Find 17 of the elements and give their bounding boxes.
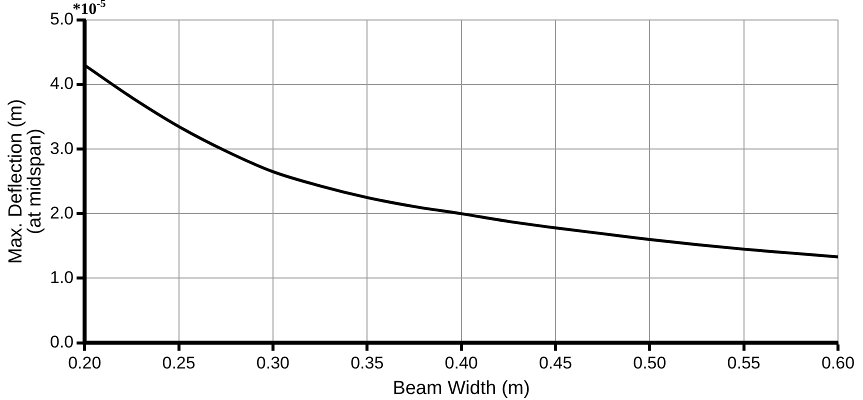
x-tick-label: 0.50 xyxy=(633,354,666,373)
x-tick-label: 0.20 xyxy=(68,354,102,373)
x-tick-label: 0.45 xyxy=(538,354,572,373)
y-tick-label: 0.0 xyxy=(50,332,74,352)
x-tick-label: 0.25 xyxy=(162,354,196,373)
x-tick-label: 0.30 xyxy=(256,354,290,373)
y-tick-label: 1.0 xyxy=(50,268,74,287)
x-tick-label: 0.35 xyxy=(350,354,384,373)
x-axis-title: Beam Width (m) xyxy=(392,378,530,399)
y-tick-label: 3.0 xyxy=(50,138,74,158)
y-tick-label: 5.0 xyxy=(50,10,74,29)
x-tick-label: 0.60 xyxy=(821,354,855,373)
x-tick-label: 0.40 xyxy=(444,354,478,373)
y-axis-title: Max. Deflection (m) (at midspan) xyxy=(6,99,46,264)
y-tick-label: 4.0 xyxy=(50,74,74,94)
x-tick-label: 0.55 xyxy=(727,354,760,373)
y-tick-label: 2.0 xyxy=(50,203,74,222)
